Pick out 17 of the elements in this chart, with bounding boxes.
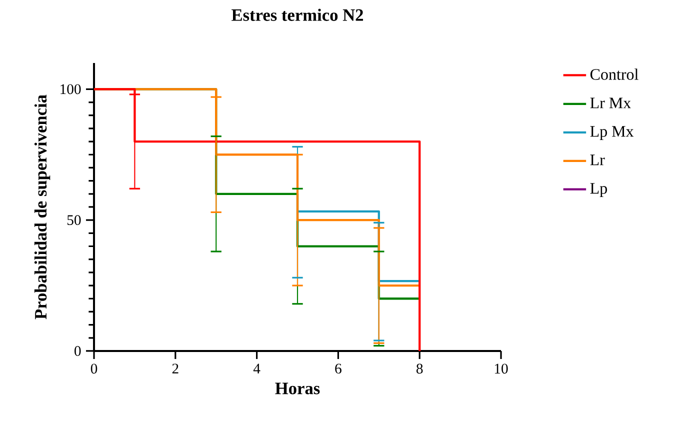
chart-title: Estres termico N2 (232, 8, 364, 21)
x-axis-title: Horas (275, 382, 320, 394)
y-axis-title: Probabilidad de supervivencia (34, 94, 50, 320)
legend-label: Control (590, 68, 638, 80)
x-tick-label: 8 (416, 364, 423, 374)
y-tick-label: 0 (74, 346, 81, 356)
x-tick-label: 10 (494, 364, 508, 374)
legend-label: Lp Mx (590, 126, 634, 140)
x-tick-label: 0 (90, 364, 98, 374)
y-tick-label: 50 (67, 215, 81, 226)
legend-label: Lr (590, 154, 605, 166)
legend-label: Lr Mx (590, 98, 631, 108)
legend-label: Lp (590, 183, 607, 198)
x-tick-label: 4 (253, 364, 260, 374)
y-tick-label: 100 (60, 84, 81, 94)
x-tick-label: 2 (172, 364, 178, 374)
x-tick-label: 6 (335, 364, 342, 374)
